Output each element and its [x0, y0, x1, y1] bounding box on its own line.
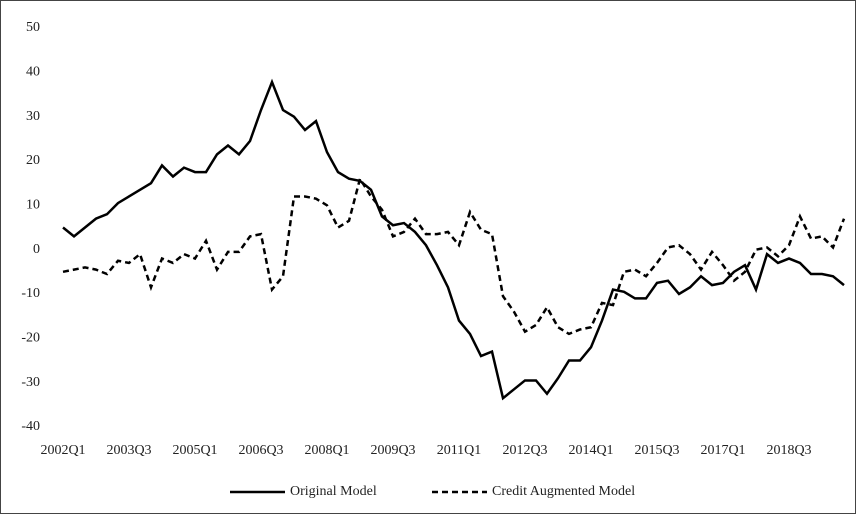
y-tick-label: -20 — [21, 331, 40, 346]
x-tick-label: 2014Q1 — [568, 443, 613, 458]
y-tick-label: 10 — [26, 198, 40, 213]
x-tick-label: 2002Q1 — [40, 443, 85, 458]
y-tick-label: 20 — [26, 153, 40, 168]
series-line — [62, 175, 846, 336]
x-tick-label: 2005Q1 — [172, 443, 217, 458]
x-tick-label: 2015Q3 — [634, 443, 679, 458]
x-tick-label: 2011Q1 — [437, 443, 482, 458]
y-tick-label: 0 — [33, 242, 40, 257]
x-tick-label: 2009Q3 — [370, 443, 415, 458]
x-tick-label: 2018Q3 — [766, 443, 811, 458]
x-tick-label: 2006Q3 — [238, 443, 283, 458]
x-tick-label: 2012Q3 — [502, 443, 547, 458]
y-tick-label: -40 — [21, 419, 40, 434]
y-tick-label: 30 — [26, 109, 40, 124]
series-line — [62, 78, 845, 401]
x-tick-label: 2008Q1 — [304, 443, 349, 458]
x-tick-label: 2003Q3 — [106, 443, 151, 458]
legend-label: Original Model — [290, 484, 377, 499]
y-tick-label: 50 — [26, 20, 40, 35]
y-tick-label: -30 — [21, 375, 40, 390]
x-tick-label: 2017Q1 — [700, 443, 745, 458]
y-tick-label: 40 — [26, 65, 40, 80]
y-tick-label: -10 — [21, 286, 40, 301]
legend-label: Credit Augmented Model — [492, 484, 635, 499]
